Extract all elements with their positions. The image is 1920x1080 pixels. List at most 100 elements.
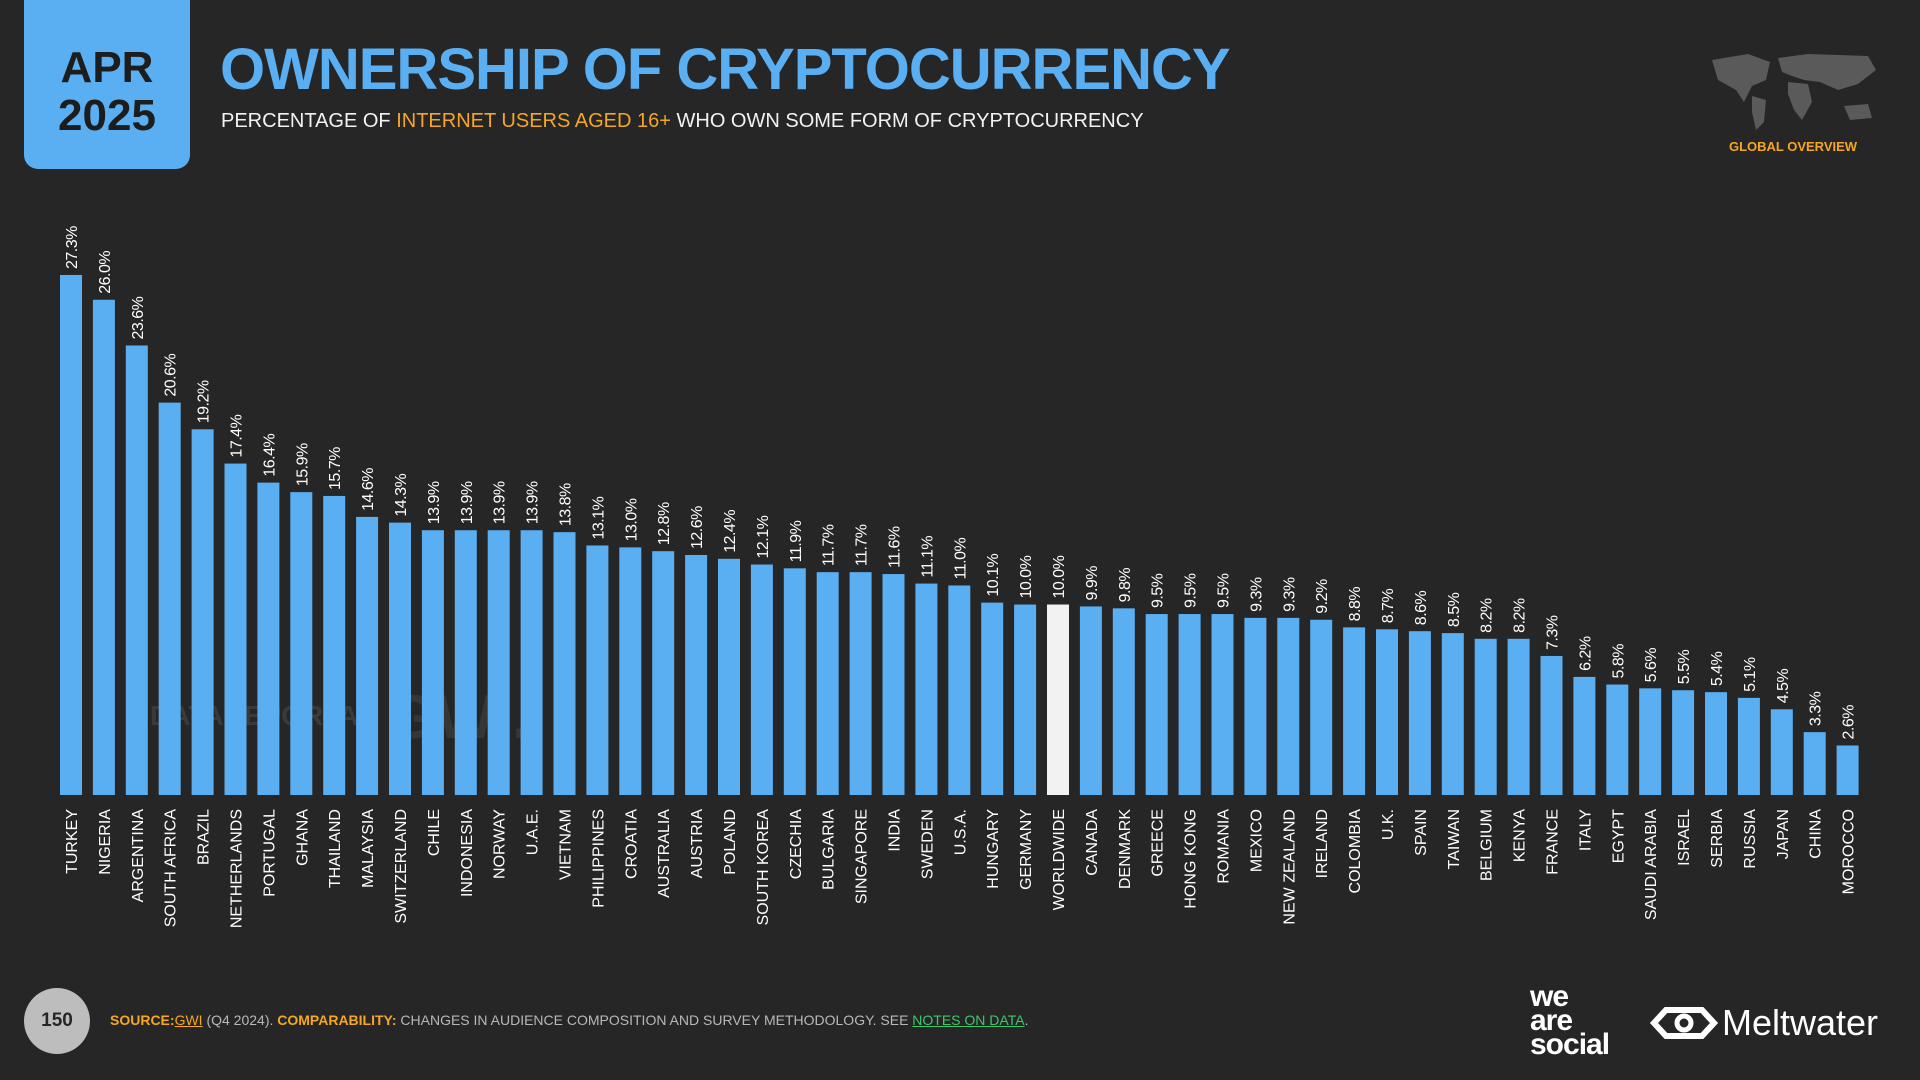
x-tick-label: ISRAEL bbox=[1676, 809, 1693, 866]
bar bbox=[1606, 684, 1629, 795]
source-note: SOURCE:GWI (Q4 2024). COMPARABILITY: CHA… bbox=[110, 1012, 1028, 1028]
bar bbox=[750, 564, 773, 795]
bar bbox=[1343, 627, 1366, 795]
value-label: 4.5% bbox=[1775, 669, 1792, 704]
x-tick-label: RUSSIA bbox=[1742, 809, 1759, 869]
value-label: 11.1% bbox=[919, 536, 936, 578]
value-label: 3.3% bbox=[1808, 691, 1825, 726]
notes-link[interactable]: NOTES ON DATA bbox=[912, 1012, 1025, 1028]
x-tick-label: BELGIUM bbox=[1479, 809, 1496, 881]
value-label: 16.4% bbox=[261, 433, 278, 476]
bar bbox=[1672, 690, 1695, 795]
value-label: 10.0% bbox=[1018, 555, 1035, 598]
value-label: 9.3% bbox=[1248, 577, 1265, 612]
x-tick-label: AUSTRALIA bbox=[656, 809, 673, 898]
bar bbox=[191, 429, 214, 795]
bar bbox=[1705, 692, 1727, 795]
x-tick-label: VIETNAM bbox=[558, 809, 575, 880]
date-year: 2025 bbox=[58, 91, 156, 140]
bar bbox=[685, 555, 708, 795]
x-tick-label: CZECHIA bbox=[788, 809, 805, 880]
value-label: 20.6% bbox=[163, 353, 180, 396]
x-tick-label: INDONESIA bbox=[459, 809, 476, 897]
bar bbox=[421, 530, 444, 795]
value-label: 5.1% bbox=[1742, 657, 1759, 692]
x-tick-label: NETHERLANDS bbox=[229, 809, 246, 928]
logo-line: social bbox=[1530, 1028, 1610, 1061]
x-tick-label: DENMARK bbox=[1117, 809, 1134, 889]
bar bbox=[389, 522, 411, 795]
x-tick-label: MOROCCO bbox=[1841, 809, 1858, 894]
value-label: 15.7% bbox=[327, 447, 344, 490]
bar bbox=[1836, 745, 1859, 795]
value-label: 12.8% bbox=[656, 502, 673, 545]
x-tick-label: SWITZERLAND bbox=[393, 809, 410, 924]
logo-meltwater: Meltwater bbox=[1722, 1002, 1879, 1043]
x-tick-label: SINGAPORE bbox=[854, 809, 871, 904]
comparability-label: COMPARABILITY: bbox=[277, 1012, 397, 1028]
value-label: 6.2% bbox=[1577, 636, 1594, 671]
page-number: 150 bbox=[24, 988, 90, 1054]
value-label: 9.3% bbox=[1281, 577, 1298, 612]
bar bbox=[1014, 604, 1037, 795]
bar bbox=[619, 547, 642, 795]
value-label: 8.2% bbox=[1512, 598, 1529, 633]
bar bbox=[92, 299, 115, 795]
source-link[interactable]: GWI bbox=[174, 1012, 203, 1028]
bar bbox=[487, 530, 510, 795]
bar bbox=[1310, 619, 1333, 795]
value-label: 11.7% bbox=[821, 524, 838, 566]
value-label: 8.5% bbox=[1446, 592, 1463, 627]
bar bbox=[1770, 709, 1793, 795]
x-tick-label: HONG KONG bbox=[1183, 809, 1200, 909]
x-tick-label: U.A.E. bbox=[525, 809, 542, 855]
value-label: 5.6% bbox=[1643, 648, 1660, 683]
bar bbox=[290, 492, 313, 795]
x-tick-label: POLAND bbox=[722, 809, 739, 875]
bar bbox=[1408, 631, 1431, 795]
meltwater-icon bbox=[1650, 1007, 1718, 1039]
x-tick-label: CHINA bbox=[1808, 809, 1825, 859]
value-label: 12.4% bbox=[722, 510, 739, 553]
bar bbox=[1474, 638, 1497, 795]
x-tick-label: PHILIPPINES bbox=[590, 809, 607, 908]
x-tick-label: ROMANIA bbox=[1216, 809, 1233, 884]
x-tick-label: EGYPT bbox=[1610, 809, 1627, 863]
value-label: 9.8% bbox=[1117, 568, 1134, 603]
subtitle-part: WHO OWN SOME FORM OF CRYPTOCURRENCY bbox=[670, 110, 1144, 132]
logo-line: we bbox=[1530, 980, 1569, 1013]
value-label: 9.5% bbox=[1150, 573, 1167, 608]
x-tick-label: SOUTH AFRICA bbox=[163, 809, 180, 928]
value-label: 8.2% bbox=[1479, 598, 1496, 633]
x-tick-label: AUSTRIA bbox=[689, 809, 706, 879]
x-tick-label: GREECE bbox=[1150, 809, 1167, 877]
value-label: 10.1% bbox=[985, 553, 1002, 596]
x-tick-label: PORTUGAL bbox=[261, 809, 278, 897]
bar bbox=[1639, 688, 1662, 795]
value-label: 13.9% bbox=[426, 481, 443, 524]
x-tick-label: INDIA bbox=[887, 809, 904, 852]
x-tick-label: SWEDEN bbox=[919, 809, 936, 879]
bar bbox=[1211, 614, 1234, 795]
chart: DATAREPORTALGWI.27.3%TURKEY26.0%NIGERIA2… bbox=[60, 226, 1859, 928]
bar bbox=[454, 530, 477, 795]
bar bbox=[158, 402, 181, 795]
value-label: 8.6% bbox=[1413, 590, 1430, 625]
x-tick-label: SAUDI ARABIA bbox=[1643, 809, 1660, 920]
bar bbox=[1737, 697, 1760, 795]
value-label: 2.6% bbox=[1841, 705, 1858, 740]
x-tick-label: GERMANY bbox=[1018, 809, 1035, 890]
x-tick-label: SOUTH KOREA bbox=[755, 809, 772, 926]
value-label: 13.9% bbox=[525, 481, 542, 524]
bar bbox=[125, 345, 148, 795]
bar bbox=[652, 551, 675, 795]
value-label: 11.0% bbox=[952, 538, 969, 580]
x-tick-label: ARGENTINA bbox=[130, 809, 147, 903]
source-label: SOURCE: bbox=[110, 1012, 175, 1028]
value-label: 13.0% bbox=[623, 498, 640, 541]
x-tick-label: SERBIA bbox=[1709, 809, 1726, 868]
value-label: 13.9% bbox=[459, 481, 476, 524]
x-tick-label: WORLDWIDE bbox=[1051, 809, 1068, 910]
world-map bbox=[1712, 54, 1876, 130]
x-tick-label: THAILAND bbox=[327, 809, 344, 888]
